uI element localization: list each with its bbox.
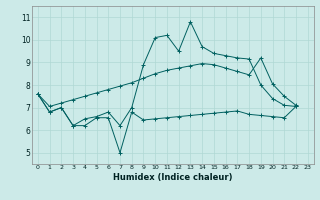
X-axis label: Humidex (Indice chaleur): Humidex (Indice chaleur) bbox=[113, 173, 233, 182]
